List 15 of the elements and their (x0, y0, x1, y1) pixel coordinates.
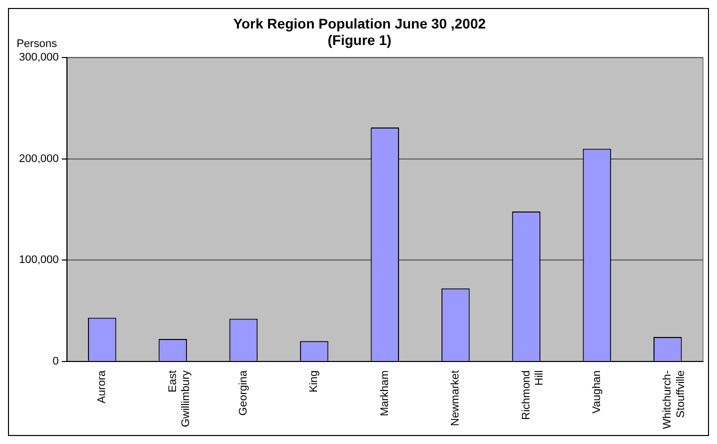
x-tick-label: Vaughan (590, 370, 603, 414)
x-tick-label: East Gwillimbury (166, 370, 192, 428)
y-tick-label: 200,000 (18, 152, 59, 165)
y-axis-title: Persons (16, 38, 58, 50)
chart-title: York Region Population June 30 ,2002 (Figure 1) (233, 15, 486, 48)
x-tick-label: Richmond Hill (520, 370, 546, 420)
x-tick-label: Newmarket (450, 370, 462, 426)
x-tick-label: Markham (378, 370, 391, 416)
y-tick-label: 100,000 (18, 254, 59, 266)
x-tick-label: Aurora (96, 369, 108, 404)
y-tick-label: 0 (52, 355, 59, 368)
x-tick-label: Georgina (238, 369, 250, 416)
x-tick-label: King (308, 370, 320, 392)
y-tick-label: 300,000 (18, 52, 59, 64)
x-tick-label: Whitchurch-Stouffville (662, 370, 687, 430)
